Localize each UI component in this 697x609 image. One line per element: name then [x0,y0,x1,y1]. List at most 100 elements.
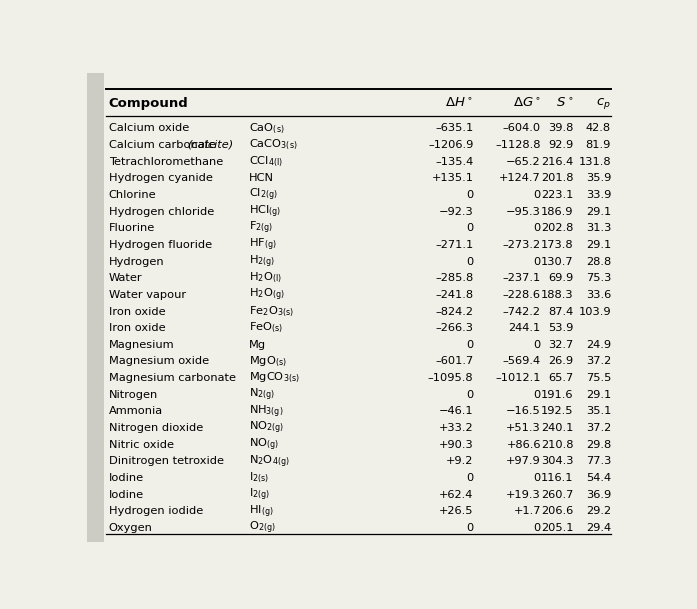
Text: 131.8: 131.8 [579,157,611,167]
Text: H$_2$O$_{\rm (l)}$: H$_2$O$_{\rm (l)}$ [250,271,282,286]
Text: 173.8: 173.8 [541,240,574,250]
Text: 240.1: 240.1 [541,423,574,433]
Text: 206.6: 206.6 [541,507,574,516]
Text: 37.2: 37.2 [586,423,611,433]
Text: Cl$_{2{\rm (g)}}$: Cl$_{2{\rm (g)}}$ [250,187,278,203]
Text: 77.3: 77.3 [585,456,611,466]
Text: 29.8: 29.8 [586,440,611,450]
Text: 192.5: 192.5 [541,406,574,417]
Text: 29.4: 29.4 [586,523,611,533]
Text: 35.1: 35.1 [585,406,611,417]
Text: Hydrogen fluoride: Hydrogen fluoride [109,240,212,250]
Text: Compound: Compound [109,97,188,110]
Text: 24.9: 24.9 [586,340,611,350]
Text: Nitrogen dioxide: Nitrogen dioxide [109,423,203,433]
Text: 42.8: 42.8 [586,123,611,133]
Text: +86.6: +86.6 [507,440,541,450]
Text: CCl$_{4{\rm (l)}}$: CCl$_{4{\rm (l)}}$ [250,155,283,169]
Text: 260.7: 260.7 [541,490,574,500]
Text: 201.8: 201.8 [541,174,574,183]
Text: NO$_{2{\rm (g)}}$: NO$_{2{\rm (g)}}$ [250,420,284,436]
Text: (calcite): (calcite) [187,140,233,150]
Text: 29.2: 29.2 [586,507,611,516]
FancyBboxPatch shape [87,73,105,542]
Text: I$_{2{\rm (g)}}$: I$_{2{\rm (g)}}$ [250,487,270,503]
Text: Calcium oxide: Calcium oxide [109,123,189,133]
Text: 116.1: 116.1 [541,473,574,483]
Text: H$_{2{\rm (g)}}$: H$_{2{\rm (g)}}$ [250,253,275,270]
Text: 0: 0 [466,224,473,233]
Text: Magnesium oxide: Magnesium oxide [109,356,209,367]
Text: 210.8: 210.8 [541,440,574,450]
Text: 304.3: 304.3 [541,456,574,466]
Text: 0: 0 [534,256,541,267]
Text: HI$_{\rm (g)}$: HI$_{\rm (g)}$ [250,503,274,519]
Text: Mg: Mg [250,340,266,350]
Text: N$_{2{\rm (g)}}$: N$_{2{\rm (g)}}$ [250,387,275,403]
Text: –241.8: –241.8 [435,290,473,300]
Text: 0: 0 [466,390,473,400]
Text: HCl$_{\rm (g)}$: HCl$_{\rm (g)}$ [250,203,282,220]
Text: 28.8: 28.8 [586,256,611,267]
Text: 32.7: 32.7 [548,340,574,350]
Text: –285.8: –285.8 [435,273,473,283]
Text: 29.1: 29.1 [586,240,611,250]
Text: –635.1: –635.1 [435,123,473,133]
Text: 92.9: 92.9 [548,140,574,150]
Text: FeO$_{\rm (s)}$: FeO$_{\rm (s)}$ [250,321,284,336]
Text: 29.1: 29.1 [586,390,611,400]
Text: 81.9: 81.9 [585,140,611,150]
Text: Iron oxide: Iron oxide [109,306,165,317]
Text: –1128.8: –1128.8 [496,140,541,150]
Text: −16.5: −16.5 [506,406,541,417]
Text: 37.2: 37.2 [586,356,611,367]
Text: Nitrogen: Nitrogen [109,390,158,400]
Text: 26.9: 26.9 [548,356,574,367]
Text: −46.1: −46.1 [438,406,473,417]
Text: 0: 0 [466,256,473,267]
Text: –228.6: –228.6 [503,290,541,300]
Text: 103.9: 103.9 [579,306,611,317]
Text: 0: 0 [466,340,473,350]
Text: 69.9: 69.9 [548,273,574,283]
Text: 186.9: 186.9 [541,206,574,217]
Text: 33.9: 33.9 [585,190,611,200]
Text: 223.1: 223.1 [541,190,574,200]
Text: MgCO$_{3{\rm (s)}}$: MgCO$_{3{\rm (s)}}$ [250,371,300,385]
Text: $S^\circ$: $S^\circ$ [556,97,574,110]
Text: Calcium carbonate: Calcium carbonate [109,140,220,150]
Text: +33.2: +33.2 [438,423,473,433]
Text: Magnesium: Magnesium [109,340,174,350]
Text: –604.0: –604.0 [503,123,541,133]
Text: Water: Water [109,273,142,283]
Text: CaCO$_{3{\rm (s)}}$: CaCO$_{3{\rm (s)}}$ [250,138,298,152]
Text: 205.1: 205.1 [541,523,574,533]
Text: +124.7: +124.7 [499,174,541,183]
Text: $\Delta G^\circ$: $\Delta G^\circ$ [512,97,541,110]
Text: –1012.1: –1012.1 [496,373,541,383]
Text: H$_2$O$_{\rm (g)}$: H$_2$O$_{\rm (g)}$ [250,287,285,303]
Text: 191.6: 191.6 [541,390,574,400]
Text: HF$_{\rm (g)}$: HF$_{\rm (g)}$ [250,237,277,253]
Text: +135.1: +135.1 [431,174,473,183]
Text: 29.1: 29.1 [586,206,611,217]
Text: –266.3: –266.3 [436,323,473,333]
Text: 130.7: 130.7 [541,256,574,267]
Text: +19.3: +19.3 [506,490,541,500]
Text: Magnesium carbonate: Magnesium carbonate [109,373,236,383]
Text: –824.2: –824.2 [436,306,473,317]
Text: 39.8: 39.8 [548,123,574,133]
Text: –1095.8: –1095.8 [428,373,473,383]
Text: –237.1: –237.1 [503,273,541,283]
Text: 33.6: 33.6 [586,290,611,300]
Text: Chlorine: Chlorine [109,190,156,200]
Text: −92.3: −92.3 [438,206,473,217]
Text: 53.9: 53.9 [548,323,574,333]
Text: F$_{2{\rm (g)}}$: F$_{2{\rm (g)}}$ [250,220,273,236]
Text: Dinitrogen tetroxide: Dinitrogen tetroxide [109,456,224,466]
Text: MgO$_{\rm (s)}$: MgO$_{\rm (s)}$ [250,354,287,368]
Text: CaO$_{\rm (s)}$: CaO$_{\rm (s)}$ [250,121,285,135]
Text: +51.3: +51.3 [506,423,541,433]
Text: +9.2: +9.2 [446,456,473,466]
Text: NH$_{3{\rm (g)}}$: NH$_{3{\rm (g)}}$ [250,403,284,420]
